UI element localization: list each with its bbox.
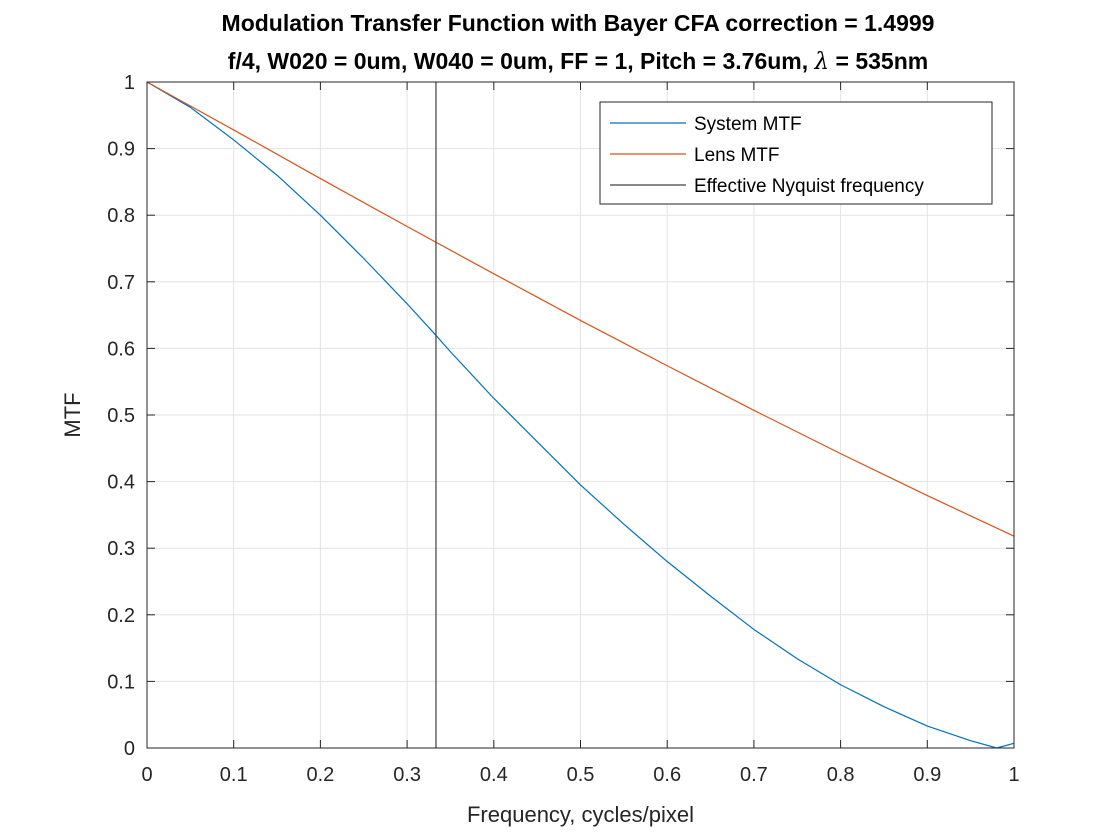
x-tick-label: 0.2 (306, 764, 334, 786)
series-lines (146, 81, 1015, 749)
y-axis-label: MTF (60, 392, 85, 437)
title-line-2-suffix: = 535nm (829, 48, 928, 74)
title-line-2-prefix: f/4, W020 = 0um, W040 = 0um, FF = 1, Pit… (228, 48, 815, 74)
legend-label-effective-nyquist-frequency: Effective Nyquist frequency (694, 176, 924, 197)
y-tick-label: 0.3 (107, 538, 135, 560)
y-tick-label: 0.4 (107, 472, 135, 494)
lens-mtf-line (146, 81, 1015, 537)
y-tick-label: 0.6 (107, 338, 135, 360)
y-tick-label: 0.5 (107, 405, 135, 427)
x-tick-label: 0.4 (480, 764, 508, 786)
axis-ticks: 0 0.1 0.2 0.3 0.4 0.5 0.6 0.7 0.8 0.9 1 0 0.1 0.2 0.3 0… (107, 72, 1019, 786)
y-tick-label: 0.2 (107, 605, 135, 627)
x-tick-label: 0.8 (827, 764, 855, 786)
x-tick-label: 0 (141, 764, 152, 786)
y-tick-label: 0.7 (107, 272, 135, 294)
y-tick-label: 0 (124, 738, 135, 760)
system-mtf-line (146, 81, 1015, 749)
x-tick-label: 0.3 (393, 764, 421, 786)
legend-label-lens-mtf: Lens MTF (694, 145, 780, 166)
x-tick-label: 0.1 (220, 764, 248, 786)
x-tick-label: 0.7 (740, 764, 768, 786)
legend-label-system-mtf: System MTF (694, 114, 802, 135)
y-tick-label: 1 (124, 72, 135, 94)
x-axis-label: Frequency, cycles/pixel (467, 802, 694, 827)
y-tick-label: 0.8 (107, 205, 135, 227)
legend: System MTF Lens MTF Effective Nyquist freq… (599, 101, 993, 205)
chart-title-line-1: Modulation Transfer Function with Bayer … (222, 10, 935, 36)
y-tick-label: 0.9 (107, 139, 135, 161)
y-tick-label: 0.1 (107, 671, 135, 693)
lambda-symbol: λ (814, 49, 830, 75)
x-tick-label: 0.6 (653, 764, 681, 786)
x-tick-label: 1 (1008, 764, 1019, 786)
x-tick-label: 0.5 (567, 764, 595, 786)
x-tick-label: 0.9 (913, 764, 941, 786)
legend-box (599, 101, 993, 205)
chart-title-line-2: f/4, W020 = 0um, W040 = 0um, FF = 1, Pit… (228, 48, 928, 75)
